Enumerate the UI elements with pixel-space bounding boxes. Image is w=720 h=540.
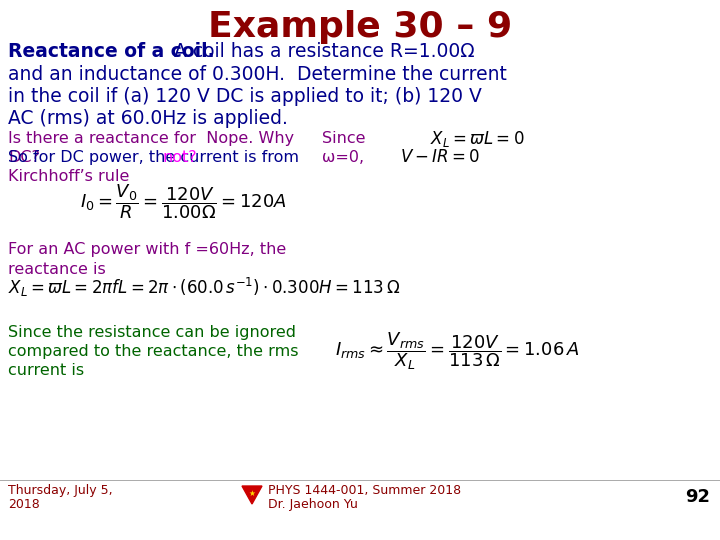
Text: $I_0 = \dfrac{V_0}{R} = \dfrac{120V}{1.00\Omega} = 120A$: $I_0 = \dfrac{V_0}{R} = \dfrac{120V}{1.0… — [80, 182, 287, 221]
Text: $X_L = \varpi L = 0$: $X_L = \varpi L = 0$ — [430, 129, 525, 149]
Polygon shape — [242, 486, 262, 504]
Text: Since the resistance can be ignored: Since the resistance can be ignored — [8, 325, 296, 340]
Text: Reactance of a coil.: Reactance of a coil. — [8, 42, 215, 61]
Text: Thursday, July 5,: Thursday, July 5, — [8, 484, 112, 497]
Text: compared to the reactance, the rms: compared to the reactance, the rms — [8, 344, 299, 359]
Text: not?: not? — [163, 150, 197, 165]
Text: Is there a reactance for  Nope. Why: Is there a reactance for Nope. Why — [8, 131, 294, 146]
Text: ★: ★ — [248, 489, 256, 497]
Text: in the coil if (a) 120 V DC is applied to it; (b) 120 V: in the coil if (a) 120 V DC is applied t… — [8, 87, 482, 106]
Text: So for DC power, the current is from: So for DC power, the current is from — [8, 150, 299, 165]
Text: $X_L = \varpi L = 2\pi fL = 2\pi \cdot \left(60.0\,s^{-1}\right) \cdot 0.300H = : $X_L = \varpi L = 2\pi fL = 2\pi \cdot \… — [8, 276, 400, 299]
Text: 92: 92 — [685, 488, 710, 506]
Text: reactance is: reactance is — [8, 262, 106, 277]
Text: A coil has a resistance R=1.00Ω: A coil has a resistance R=1.00Ω — [168, 42, 474, 61]
Text: DC?: DC? — [8, 150, 40, 165]
Text: Since: Since — [322, 131, 366, 146]
Text: current is: current is — [8, 363, 84, 378]
Text: $V - IR = 0$: $V - IR = 0$ — [400, 149, 480, 166]
Text: 2018: 2018 — [8, 498, 40, 511]
Text: Dr. Jaehoon Yu: Dr. Jaehoon Yu — [268, 498, 358, 511]
Text: $I_{rms} \approx \dfrac{V_{rms}}{X_L} = \dfrac{120V}{113\,\Omega} = 1.06\,A$: $I_{rms} \approx \dfrac{V_{rms}}{X_L} = … — [335, 330, 580, 372]
Text: AC (rms) at 60.0Hz is applied.: AC (rms) at 60.0Hz is applied. — [8, 109, 288, 128]
Text: Kirchhoff’s rule: Kirchhoff’s rule — [8, 169, 130, 184]
Text: PHYS 1444-001, Summer 2018: PHYS 1444-001, Summer 2018 — [268, 484, 461, 497]
Text: For an AC power with f =60Hz, the: For an AC power with f =60Hz, the — [8, 242, 287, 257]
Text: Example 30 – 9: Example 30 – 9 — [208, 10, 512, 44]
Text: ω=0,: ω=0, — [322, 150, 364, 165]
Text: and an inductance of 0.300H.  Determine the current: and an inductance of 0.300H. Determine t… — [8, 65, 507, 84]
